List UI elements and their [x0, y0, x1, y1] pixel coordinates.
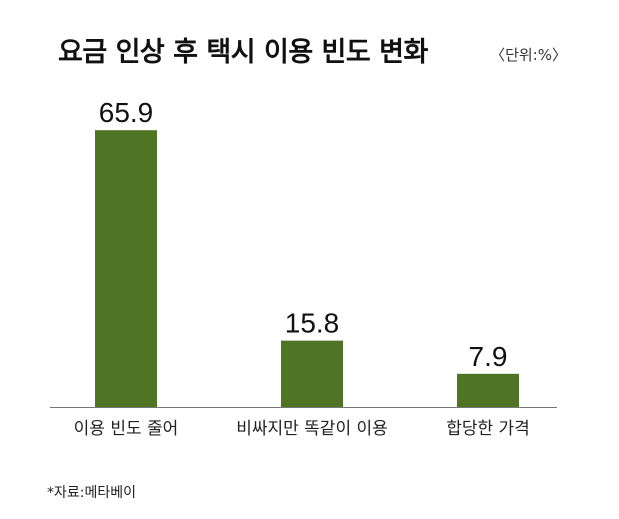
category-label-1: 이용 빈도 줄어 — [74, 419, 179, 439]
bar-2 — [281, 340, 343, 407]
source-note: *자료:메타베이 — [47, 485, 136, 501]
value-label-1: 65.9 — [99, 97, 154, 128]
chart-title: 요금 인상 후 택시 이용 빈도 변화 — [58, 37, 428, 68]
value-label-2: 15.8 — [285, 308, 340, 339]
category-label-3: 합당한 가격 — [446, 419, 530, 439]
bar-1 — [95, 130, 157, 407]
category-label-2: 비싸지만 똑같이 이용 — [236, 419, 388, 439]
bar-3 — [457, 373, 519, 407]
value-label-3: 7.9 — [469, 341, 508, 372]
unit-label: 〈단위:%〉 — [490, 46, 567, 64]
